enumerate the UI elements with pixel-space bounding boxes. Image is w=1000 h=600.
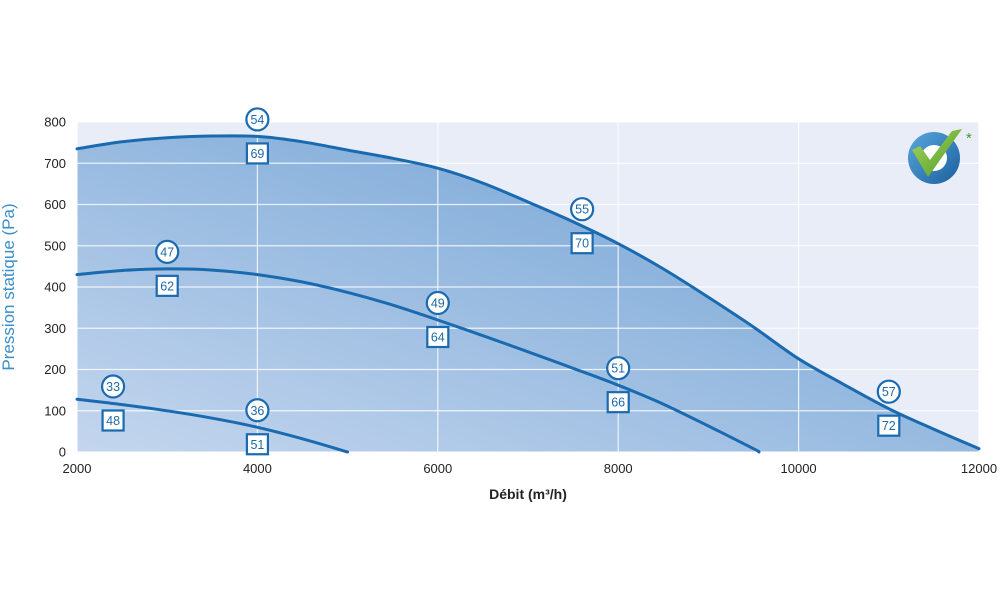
y-axis-label: Pression statique (Pa) <box>0 203 18 370</box>
y-tick-label: 200 <box>44 362 66 377</box>
x-axis-label: Débit (m³/h) <box>489 486 567 502</box>
y-tick-label: 500 <box>44 238 66 253</box>
y-tick-label: 0 <box>59 445 66 460</box>
square-marker <box>101 409 125 432</box>
x-tick-label: 8000 <box>604 461 633 476</box>
x-axis-ticks: 2000 4000 6000 8000 10000 12000 <box>63 461 998 476</box>
marker-pair: 47 62 <box>155 239 180 297</box>
square-marker-label: 48 <box>106 414 120 428</box>
circle-marker <box>570 197 595 222</box>
circle-marker <box>245 107 270 132</box>
circle-marker <box>245 398 270 423</box>
square-marker <box>245 142 269 165</box>
circle-marker-label: 47 <box>160 245 174 259</box>
circle-marker-label: 57 <box>882 385 896 399</box>
circle-marker <box>606 356 631 381</box>
square-marker <box>155 274 179 297</box>
square-marker <box>877 414 901 437</box>
envelope-area <box>77 135 979 453</box>
square-marker-label: 64 <box>431 331 445 345</box>
x-tick-label: 12000 <box>961 461 997 476</box>
y-tick-label: 600 <box>44 197 66 212</box>
square-marker <box>426 325 450 349</box>
y-tick-label: 100 <box>44 403 66 418</box>
x-tick-label: 10000 <box>781 461 817 476</box>
circle-marker-label: 36 <box>250 404 264 418</box>
logo-asterisk: * <box>966 130 972 147</box>
y-tick-label: 700 <box>44 156 66 171</box>
y-axis-ticks: 0 100 200 300 400 500 600 700 800 <box>44 115 66 460</box>
y-tick-label: 800 <box>44 115 66 130</box>
circle-marker-label: 51 <box>611 362 625 376</box>
circle-marker <box>876 379 901 404</box>
circle-marker <box>425 290 450 316</box>
circle-marker <box>155 239 180 264</box>
checkmark-logo-icon: * <box>908 129 972 184</box>
series-line-2 <box>75 267 761 454</box>
marker-pair: 54 69 <box>245 107 270 165</box>
square-marker-label: 66 <box>611 396 625 410</box>
circle-marker-label: 54 <box>250 113 264 127</box>
marker-pair: 57 72 <box>876 379 901 437</box>
markers: 54 69 55 70 57 72 47 62 49 64 51 66 33 48 36 51 <box>100 107 901 456</box>
square-marker <box>606 391 630 414</box>
marker-pair: 49 64 <box>425 290 450 349</box>
marker-pair: 36 51 <box>245 398 270 456</box>
circle-marker <box>100 374 126 399</box>
x-tick-label: 6000 <box>423 461 452 476</box>
marker-pair: 51 66 <box>606 356 631 414</box>
series-line-3 <box>75 397 350 454</box>
square-marker-label: 70 <box>575 237 589 251</box>
circle-marker-label: 55 <box>575 203 589 217</box>
grid <box>76 121 980 453</box>
square-marker-label: 62 <box>160 279 174 293</box>
x-tick-label: 2000 <box>63 461 92 476</box>
square-marker-label: 51 <box>250 438 264 452</box>
y-tick-label: 400 <box>44 280 66 295</box>
marker-pair: 33 48 <box>100 374 126 432</box>
y-tick-label: 300 <box>44 321 66 336</box>
circle-marker-label: 49 <box>431 297 445 311</box>
square-marker-label: 72 <box>882 419 896 433</box>
curves <box>75 134 981 454</box>
square-marker-label: 69 <box>250 147 264 161</box>
circle-marker-label: 33 <box>106 380 120 394</box>
x-tick-label: 4000 <box>243 461 272 476</box>
marker-pair: 55 70 <box>570 197 595 255</box>
square-marker <box>570 232 594 255</box>
series-line-1 <box>75 134 981 451</box>
square-marker <box>245 433 269 456</box>
